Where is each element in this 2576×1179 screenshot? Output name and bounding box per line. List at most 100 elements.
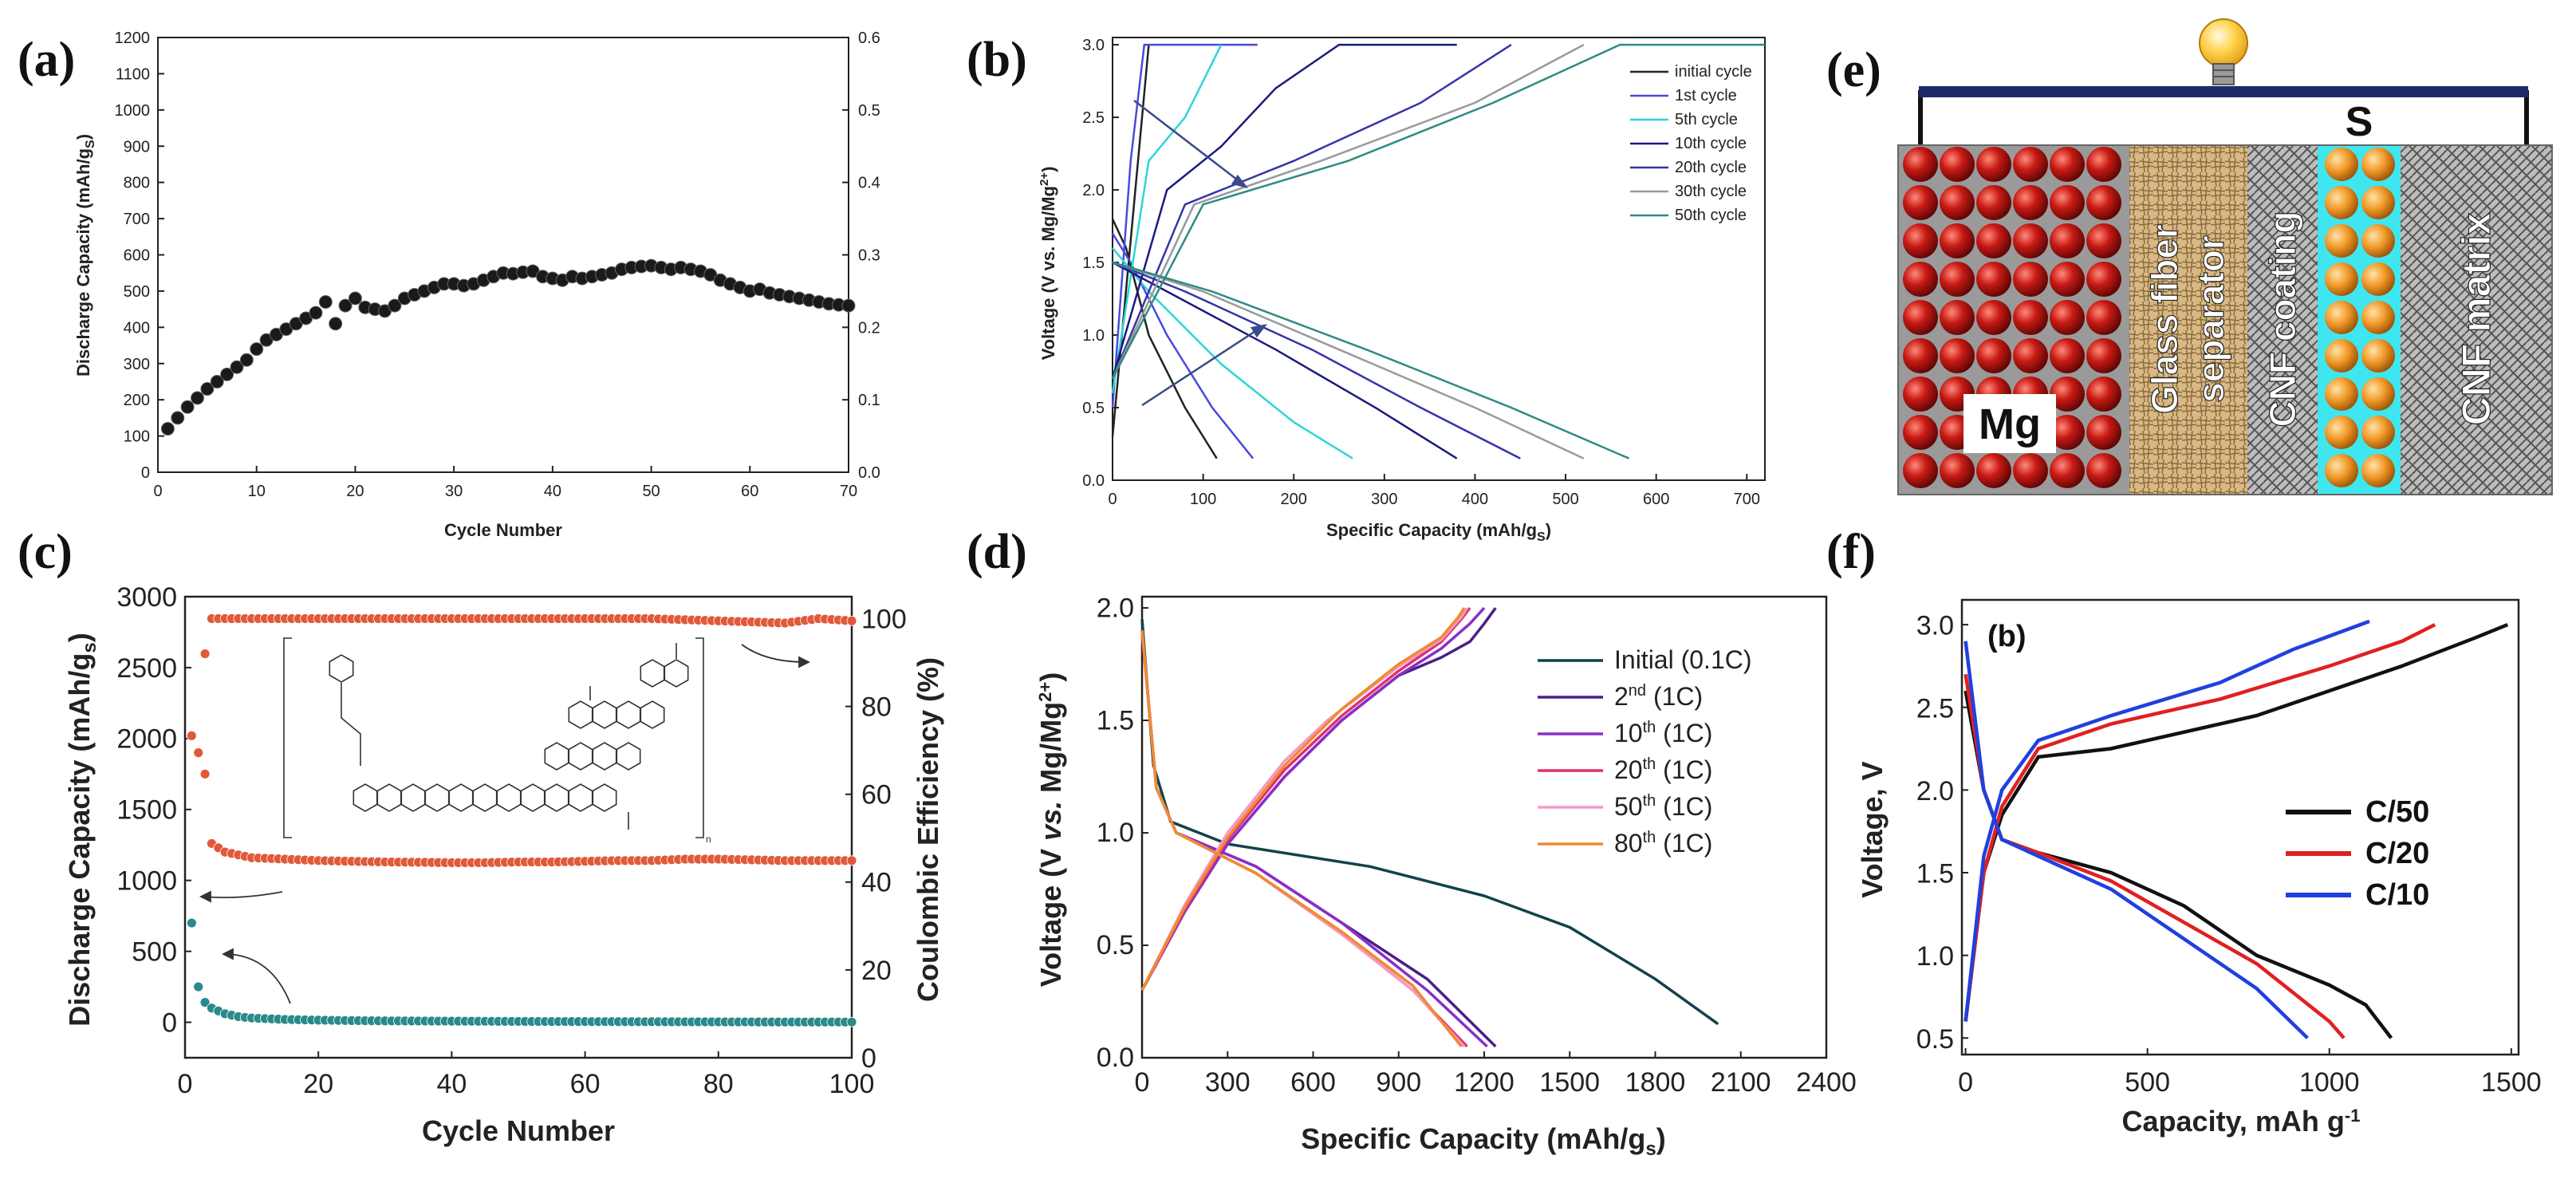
data-points-c	[186, 613, 857, 1027]
series-line-charge	[1140, 607, 1468, 992]
bracket-right	[695, 637, 704, 838]
series-line-charge	[1140, 606, 1486, 992]
y2-tick-label: 0.5	[858, 102, 880, 120]
data-point	[846, 1016, 857, 1027]
y-axis-label-a: Discharge Capacity (mAh/gS)	[73, 134, 97, 377]
data-point	[199, 768, 211, 779]
ring	[640, 700, 665, 729]
data-lines-b	[1111, 43, 1765, 459]
s-atom	[2361, 301, 2395, 334]
y-tick-label: 500	[124, 283, 150, 301]
arrowhead-left-axis-1	[199, 890, 211, 903]
mg-atom	[1940, 338, 1975, 373]
mg-atom	[1940, 453, 1975, 488]
mg-atom	[2050, 453, 2085, 488]
x-tick-label: 500	[1552, 491, 1578, 508]
x-tick-label: 40	[436, 1069, 467, 1099]
s-atom	[2325, 148, 2358, 181]
mg-atom	[2050, 223, 2085, 258]
x-tick-label: 100	[829, 1069, 875, 1099]
y2-tick-label: 20	[861, 956, 892, 986]
mg-atom	[2013, 338, 2048, 373]
x-tick-label: 100	[1190, 491, 1216, 508]
y-tick-label: 100	[124, 428, 150, 446]
arrowhead-right-axis	[798, 656, 811, 668]
y-tick-label: 2500	[116, 653, 177, 684]
legend-label: 10th (1C)	[1614, 719, 1712, 747]
y-axis-label-b: Voltage (V vs. Mg/Mg2+)	[1038, 167, 1058, 361]
glass-fiber-separator-layer	[2129, 145, 2247, 495]
data-point	[846, 855, 857, 866]
mg-atom	[1976, 147, 2011, 182]
legend-label: C/50	[2365, 795, 2429, 829]
mg-atom	[2086, 415, 2121, 450]
mg-label: Mg	[1979, 400, 2041, 448]
mg-atom	[2013, 453, 2048, 488]
s-atom	[2325, 301, 2358, 334]
y-tick-label: 1.5	[1916, 859, 1954, 889]
x-tick-label: 700	[1734, 491, 1760, 508]
legend-label: 10th cycle	[1675, 135, 1747, 152]
panel-label-a: (a)	[18, 33, 75, 87]
plot-frame-a	[157, 37, 849, 473]
y-tick-label: 2.5	[1082, 109, 1105, 127]
s-atom	[2325, 262, 2358, 296]
ring	[424, 783, 450, 812]
data-point	[210, 374, 224, 388]
y-tick-label: 0.5	[1097, 930, 1134, 960]
mg-atom	[2013, 300, 2048, 335]
x-tick-label: 2400	[1796, 1067, 1857, 1098]
legend-label: initial cycle	[1675, 63, 1752, 81]
plot-frame-c	[183, 595, 853, 1059]
s-atom	[2325, 224, 2358, 258]
data-point	[171, 411, 185, 425]
arrow-charge-trend	[1133, 100, 1245, 186]
y2-tick-label: 100	[861, 604, 907, 634]
x-tick-label: 20	[346, 483, 364, 500]
series-line-charge	[1964, 619, 2370, 1022]
data-point	[329, 317, 343, 331]
y2-tick-label: 0.2	[858, 319, 880, 337]
x-axis-label-f: Capacity, mAh g-1	[2122, 1105, 2361, 1138]
x-tick-label: 0	[1135, 1067, 1150, 1098]
axis-ticks-d: 0 300 600 900 1200 1500 1800 2100 2400 0.0 0.5 1.0 1…	[1097, 593, 1857, 1098]
panel-label-c: (c)	[18, 525, 73, 579]
x-tick-label: 400	[1462, 491, 1488, 508]
axis-ticks-f: 0 500 1000 1500 0.5 1.0 1.5 2.0 2.5 3.0	[1916, 611, 2542, 1098]
y-tick-label: 1.0	[1916, 941, 1954, 972]
y-tick-label: 3.0	[1082, 37, 1105, 54]
ring	[353, 783, 378, 812]
s-atom	[2325, 377, 2358, 411]
mg-atom	[1903, 338, 1938, 373]
mg-label-box	[1964, 394, 2056, 453]
mg-atom	[2086, 453, 2121, 488]
mg-atom	[2086, 377, 2121, 412]
plot-frame-b	[1112, 37, 1766, 481]
ring	[664, 659, 689, 688]
legend-label: C/20	[2365, 837, 2429, 870]
data-point	[309, 306, 323, 320]
axis-indicator-arrows-c	[199, 644, 811, 1004]
legend-label: 30th cycle	[1675, 183, 1747, 200]
arrow-to-right-axis	[741, 644, 806, 663]
mg-atom	[1903, 185, 1938, 220]
y-tick-label: 2.0	[1097, 593, 1134, 623]
y-tick-label: 1.0	[1097, 818, 1134, 848]
series-line-discharge	[1140, 630, 1497, 1048]
mg-atom	[1940, 223, 1975, 258]
legend-label: 80th (1C)	[1614, 829, 1712, 858]
y2-tick-label: 0	[861, 1043, 876, 1074]
arrowhead-discharge	[1251, 324, 1267, 338]
data-point	[180, 400, 195, 414]
y-tick-label: 1200	[115, 30, 151, 47]
y-tick-label: 800	[124, 175, 150, 192]
legend-label: 50th (1C)	[1614, 792, 1712, 821]
data-point	[199, 997, 211, 1008]
series-line-charge	[1111, 43, 1765, 380]
x-axis-label-c: Cycle Number	[422, 1114, 615, 1147]
data-point	[239, 353, 254, 367]
x-axis-label-d: Specific Capacity (mAh/gs)	[1301, 1122, 1665, 1160]
ring	[448, 783, 474, 812]
series-line-charge	[1140, 607, 1466, 992]
y-tick-label: 1500	[116, 795, 177, 826]
